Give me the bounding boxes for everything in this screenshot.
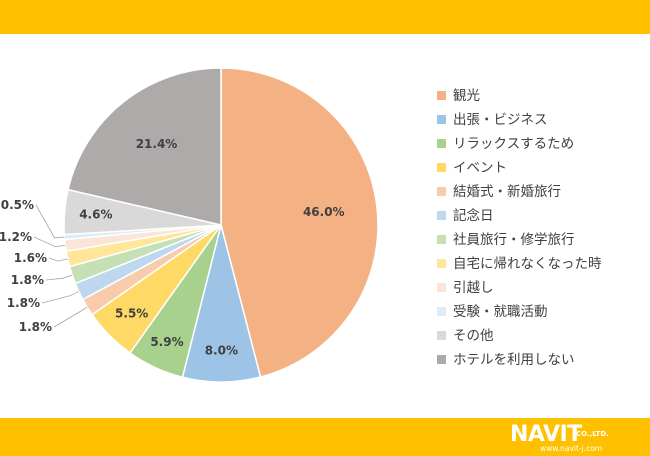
- leader-line: [35, 204, 65, 239]
- leader-lines: [33, 204, 88, 328]
- legend-swatch: [437, 307, 446, 316]
- legend: 観光出張・ビジネスリラックスするためイベント結婚式・新婚旅行記念日社員旅行・修学…: [437, 87, 602, 368]
- pie-slice: [67, 67, 222, 226]
- legend-swatch: [437, 211, 446, 220]
- legend-label: 引越し: [453, 280, 494, 296]
- data-label: 0.5%: [1, 198, 34, 212]
- logo-url: www.navit-j.com: [540, 444, 603, 453]
- data-label: 5.5%: [115, 306, 148, 320]
- legend-label: ホテルを利用しない: [453, 352, 575, 368]
- data-labels: 46.0% 8.0% 5.9% 5.5% 1.8% 1.8% 1.8% 1.6% 1.2% 0.5…: [0, 137, 345, 358]
- bottom-banner: [0, 418, 650, 456]
- legend-label: 受験・就職活動: [453, 304, 548, 320]
- legend-swatch: [437, 283, 446, 292]
- legend-label: 出張・ビジネス: [453, 112, 548, 128]
- data-label: 21.4%: [136, 137, 178, 151]
- legend-label: リラックスするため: [453, 136, 574, 152]
- data-label: 4.6%: [79, 208, 112, 222]
- legend-label: 結婚式・新婚旅行: [453, 184, 561, 200]
- legend-swatch: [437, 355, 446, 364]
- data-label: 5.9%: [150, 335, 183, 349]
- top-banner: [0, 0, 650, 34]
- legend-label: 記念日: [453, 207, 494, 224]
- pie-slices: [63, 67, 379, 383]
- navit-logo: NAVIT CO.,LTD. www.navit-j.com: [510, 422, 628, 454]
- legend-swatch: [437, 115, 446, 124]
- leader-line: [45, 274, 73, 281]
- legend-label: 観光: [453, 87, 480, 104]
- legend-swatch: [437, 163, 446, 172]
- data-label: 1.2%: [0, 230, 32, 244]
- legend-swatch: [437, 187, 446, 196]
- legend-swatch: [437, 235, 446, 244]
- data-label: 1.8%: [19, 320, 52, 334]
- data-label: 1.8%: [7, 296, 40, 310]
- legend-swatch: [437, 139, 446, 148]
- data-label: 1.8%: [11, 273, 44, 287]
- logo-company-suffix: CO.,LTD.: [576, 430, 609, 438]
- data-label: 1.6%: [14, 251, 47, 265]
- legend-label: その他: [453, 328, 494, 344]
- legend-swatch: [437, 331, 446, 340]
- legend-label: 社員旅行・修学旅行: [453, 232, 575, 248]
- leader-line: [41, 291, 79, 304]
- leader-line: [48, 257, 68, 262]
- pie-chart: 46.0% 8.0% 5.9% 5.5% 1.8% 1.8% 1.8% 1.6% 1.2% 0.5…: [0, 67, 602, 383]
- legend-swatch: [437, 259, 446, 268]
- pie-slice: [220, 67, 379, 378]
- data-label: 46.0%: [303, 205, 345, 219]
- legend-label: イベント: [453, 160, 507, 176]
- logo-brand: NAVIT: [510, 422, 582, 447]
- legend-swatch: [437, 91, 446, 100]
- leader-line: [53, 306, 88, 328]
- leader-line: [33, 236, 66, 248]
- data-label: 8.0%: [205, 344, 238, 358]
- legend-label: 自宅に帰れなくなった時: [453, 255, 602, 272]
